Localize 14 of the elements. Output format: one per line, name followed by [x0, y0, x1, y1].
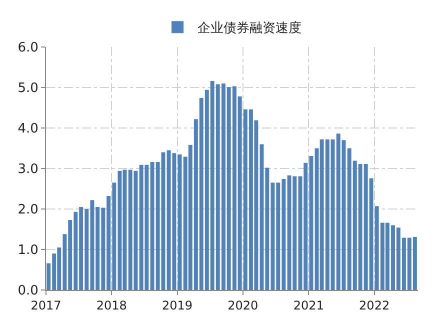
- x-tick-label: 2019: [162, 298, 193, 312]
- y-tick-label: 0.0: [18, 284, 38, 299]
- y-tick-label: 4.0: [18, 122, 38, 137]
- x-tick-label: 2020: [228, 298, 258, 312]
- y-tick-label: 3.0: [18, 162, 38, 178]
- x-tick-label: 2022: [359, 298, 390, 312]
- x-tick-label: 2021: [293, 298, 324, 312]
- y-tick-label: 6.0: [18, 40, 38, 56]
- x-tick-label: 2017: [30, 298, 62, 312]
- x-tick-label: 2018: [96, 298, 127, 312]
- legend-label: 企业债券融资速度: [198, 20, 302, 36]
- y-tick-label: 5.0: [18, 81, 38, 96]
- y-tick-label: 2.0: [18, 202, 38, 218]
- y-tick-label: 1.0: [18, 243, 38, 258]
